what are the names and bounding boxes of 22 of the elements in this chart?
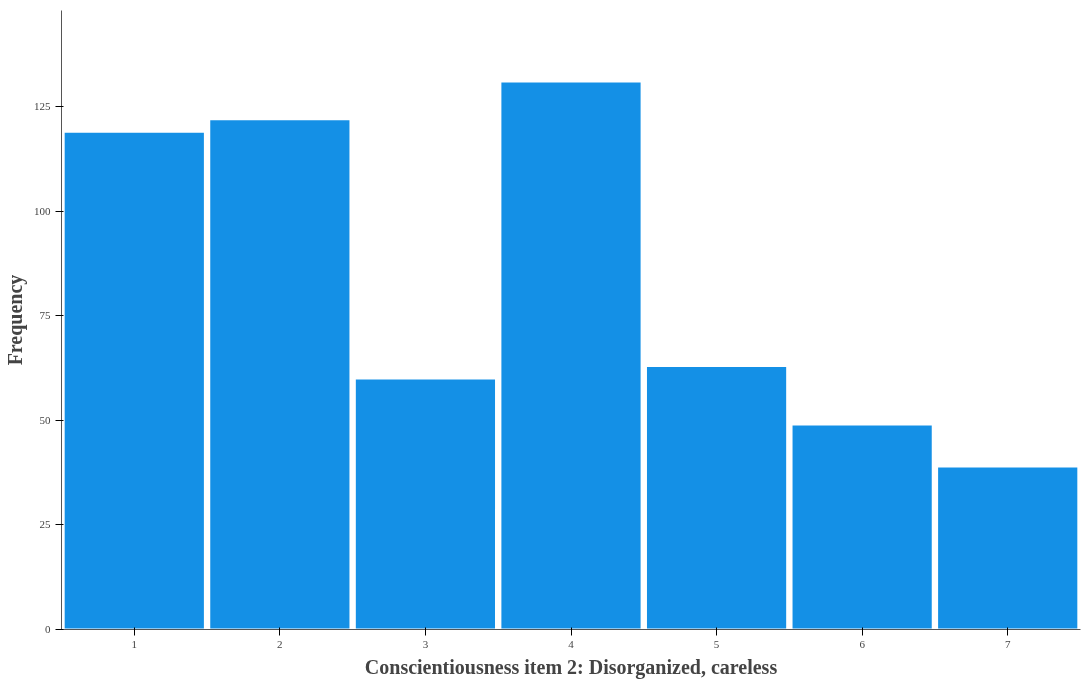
bar — [62, 130, 206, 630]
x-tick-label: 6 — [859, 637, 866, 650]
bar — [499, 80, 643, 630]
y-tick-label: 125 — [34, 100, 51, 113]
bar — [936, 465, 1080, 630]
y-axis-title: Frequency — [4, 274, 27, 366]
y-tick-label: 25 — [39, 518, 51, 531]
bar — [644, 365, 789, 630]
x-tick-label: 4 — [568, 637, 575, 650]
x-tick-label: 3 — [422, 637, 429, 650]
y-tick-label: 50 — [39, 413, 51, 426]
bar — [353, 377, 498, 630]
bar — [208, 118, 352, 630]
x-tick-label: 7 — [1004, 637, 1011, 650]
x-tick-label: 2 — [277, 637, 283, 650]
x-tick-label: 5 — [713, 637, 720, 650]
y-tick-label: 100 — [34, 204, 51, 217]
y-tick-label: 75 — [39, 309, 51, 322]
x-tick-label: 1 — [131, 637, 138, 650]
bar — [790, 423, 934, 630]
y-tick-label: 0 — [45, 623, 51, 635]
x-axis-title: Conscientiousness item 2: Disorganized, careless — [364, 655, 778, 679]
